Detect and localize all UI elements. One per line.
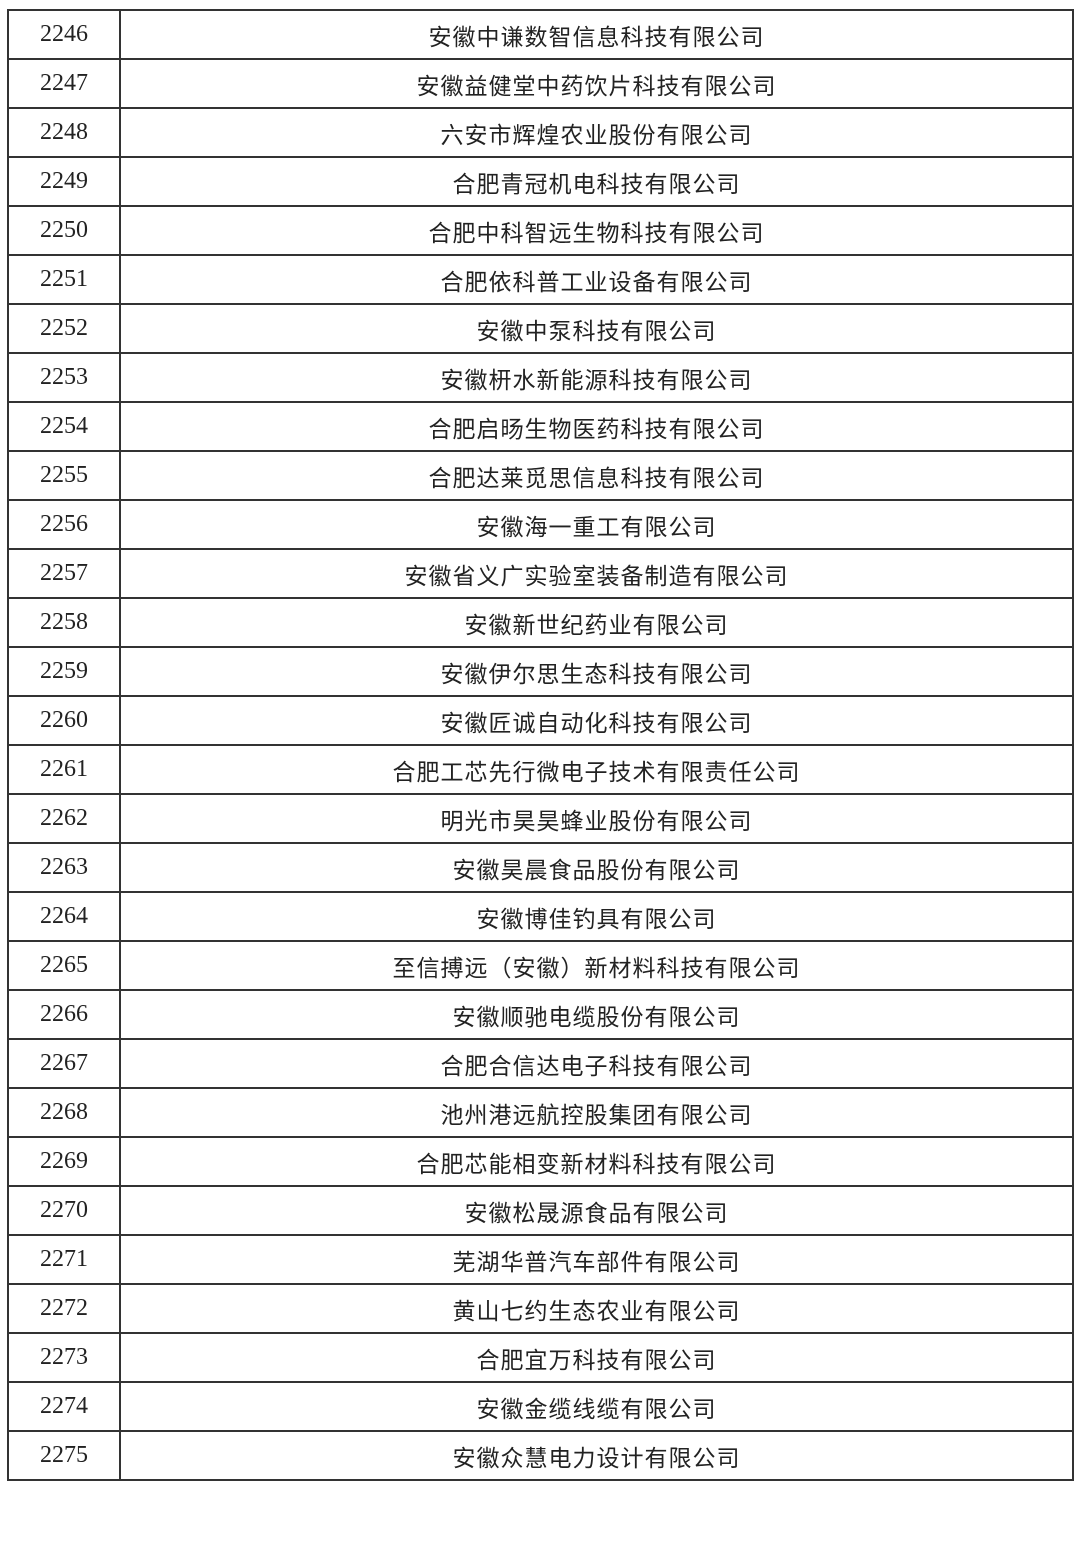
table-row: 2248 六安市辉煌农业股份有限公司 xyxy=(7,107,1074,158)
table-row: 2266 安徽顺驰电缆股份有限公司 xyxy=(7,989,1074,1040)
company-name: 安徽博佳钓具有限公司 xyxy=(119,891,1074,942)
company-name: 合肥宜万科技有限公司 xyxy=(119,1332,1074,1383)
table-row: 2253 安徽枅水新能源科技有限公司 xyxy=(7,352,1074,403)
table-row: 2270 安徽松晟源食品有限公司 xyxy=(7,1185,1074,1236)
company-name: 合肥芯能相变新材料科技有限公司 xyxy=(119,1136,1074,1187)
row-number: 2259 xyxy=(7,646,121,697)
row-number: 2255 xyxy=(7,450,121,501)
company-name: 安徽中泵科技有限公司 xyxy=(119,303,1074,354)
table-row: 2260 安徽匠诚自动化科技有限公司 xyxy=(7,695,1074,746)
company-name: 安徽益健堂中药饮片科技有限公司 xyxy=(119,58,1074,109)
row-number: 2263 xyxy=(7,842,121,893)
company-name: 安徽顺驰电缆股份有限公司 xyxy=(119,989,1074,1040)
row-number: 2254 xyxy=(7,401,121,452)
table-row: 2264 安徽博佳钓具有限公司 xyxy=(7,891,1074,942)
row-number: 2273 xyxy=(7,1332,121,1383)
row-number: 2269 xyxy=(7,1136,121,1187)
company-name: 安徽伊尔思生态科技有限公司 xyxy=(119,646,1074,697)
row-number: 2251 xyxy=(7,254,121,305)
company-name: 安徽枅水新能源科技有限公司 xyxy=(119,352,1074,403)
company-name: 安徽省义广实验室装备制造有限公司 xyxy=(119,548,1074,599)
row-number: 2246 xyxy=(7,9,121,60)
table-body: 2246 安徽中谦数智信息科技有限公司 2247 安徽益健堂中药饮片科技有限公司 224… xyxy=(7,9,1074,1481)
table-row: 2250 合肥中科智远生物科技有限公司 xyxy=(7,205,1074,256)
company-name: 合肥工芯先行微电子技术有限责任公司 xyxy=(119,744,1074,795)
company-name: 安徽金缆线缆有限公司 xyxy=(119,1381,1074,1432)
table-row: 2269 合肥芯能相变新材料科技有限公司 xyxy=(7,1136,1074,1187)
row-number: 2257 xyxy=(7,548,121,599)
row-number: 2248 xyxy=(7,107,121,158)
row-number: 2256 xyxy=(7,499,121,550)
table-row: 2246 安徽中谦数智信息科技有限公司 xyxy=(7,9,1074,60)
row-number: 2250 xyxy=(7,205,121,256)
table-row: 2256 安徽海一重工有限公司 xyxy=(7,499,1074,550)
company-name: 六安市辉煌农业股份有限公司 xyxy=(119,107,1074,158)
company-name: 安徽昊晨食品股份有限公司 xyxy=(119,842,1074,893)
row-number: 2252 xyxy=(7,303,121,354)
company-list-table: 2246 安徽中谦数智信息科技有限公司 2247 安徽益健堂中药饮片科技有限公司 224… xyxy=(7,9,1074,1481)
company-name: 合肥合信达电子科技有限公司 xyxy=(119,1038,1074,1089)
row-number: 2275 xyxy=(7,1430,121,1481)
company-name: 安徽匠诚自动化科技有限公司 xyxy=(119,695,1074,746)
company-name: 合肥中科智远生物科技有限公司 xyxy=(119,205,1074,256)
table-row: 2262 明光市昊昊蜂业股份有限公司 xyxy=(7,793,1074,844)
row-number: 2265 xyxy=(7,940,121,991)
row-number: 2247 xyxy=(7,58,121,109)
table-row: 2259 安徽伊尔思生态科技有限公司 xyxy=(7,646,1074,697)
table-row: 2247 安徽益健堂中药饮片科技有限公司 xyxy=(7,58,1074,109)
row-number: 2267 xyxy=(7,1038,121,1089)
company-name: 至信搏远（安徽）新材料科技有限公司 xyxy=(119,940,1074,991)
company-name: 合肥启旸生物医药科技有限公司 xyxy=(119,401,1074,452)
row-number: 2260 xyxy=(7,695,121,746)
company-name: 安徽松晟源食品有限公司 xyxy=(119,1185,1074,1236)
company-name: 池州港远航控股集团有限公司 xyxy=(119,1087,1074,1138)
company-name: 安徽新世纪药业有限公司 xyxy=(119,597,1074,648)
company-name: 安徽海一重工有限公司 xyxy=(119,499,1074,550)
company-name: 明光市昊昊蜂业股份有限公司 xyxy=(119,793,1074,844)
table-row: 2267 合肥合信达电子科技有限公司 xyxy=(7,1038,1074,1089)
company-name: 合肥达莱觅思信息科技有限公司 xyxy=(119,450,1074,501)
table-row: 2275 安徽众慧电力设计有限公司 xyxy=(7,1430,1074,1481)
row-number: 2274 xyxy=(7,1381,121,1432)
table-row: 2261 合肥工芯先行微电子技术有限责任公司 xyxy=(7,744,1074,795)
table-row: 2254 合肥启旸生物医药科技有限公司 xyxy=(7,401,1074,452)
table-row: 2258 安徽新世纪药业有限公司 xyxy=(7,597,1074,648)
table-row: 2273 合肥宜万科技有限公司 xyxy=(7,1332,1074,1383)
table-row: 2268 池州港远航控股集团有限公司 xyxy=(7,1087,1074,1138)
company-name: 芜湖华普汽车部件有限公司 xyxy=(119,1234,1074,1285)
table-row: 2263 安徽昊晨食品股份有限公司 xyxy=(7,842,1074,893)
row-number: 2261 xyxy=(7,744,121,795)
company-name: 合肥青冠机电科技有限公司 xyxy=(119,156,1074,207)
row-number: 2258 xyxy=(7,597,121,648)
table-row: 2255 合肥达莱觅思信息科技有限公司 xyxy=(7,450,1074,501)
table-row: 2251 合肥依科普工业设备有限公司 xyxy=(7,254,1074,305)
table-row: 2271 芜湖华普汽车部件有限公司 xyxy=(7,1234,1074,1285)
row-number: 2249 xyxy=(7,156,121,207)
table-row: 2272 黄山七约生态农业有限公司 xyxy=(7,1283,1074,1334)
row-number: 2272 xyxy=(7,1283,121,1334)
company-name: 安徽众慧电力设计有限公司 xyxy=(119,1430,1074,1481)
table-row: 2274 安徽金缆线缆有限公司 xyxy=(7,1381,1074,1432)
table-row: 2249 合肥青冠机电科技有限公司 xyxy=(7,156,1074,207)
table-row: 2265 至信搏远（安徽）新材料科技有限公司 xyxy=(7,940,1074,991)
table-row: 2257 安徽省义广实验室装备制造有限公司 xyxy=(7,548,1074,599)
company-name: 合肥依科普工业设备有限公司 xyxy=(119,254,1074,305)
row-number: 2270 xyxy=(7,1185,121,1236)
row-number: 2262 xyxy=(7,793,121,844)
row-number: 2253 xyxy=(7,352,121,403)
row-number: 2271 xyxy=(7,1234,121,1285)
company-name: 安徽中谦数智信息科技有限公司 xyxy=(119,9,1074,60)
row-number: 2266 xyxy=(7,989,121,1040)
row-number: 2264 xyxy=(7,891,121,942)
table-row: 2252 安徽中泵科技有限公司 xyxy=(7,303,1074,354)
company-name: 黄山七约生态农业有限公司 xyxy=(119,1283,1074,1334)
row-number: 2268 xyxy=(7,1087,121,1138)
